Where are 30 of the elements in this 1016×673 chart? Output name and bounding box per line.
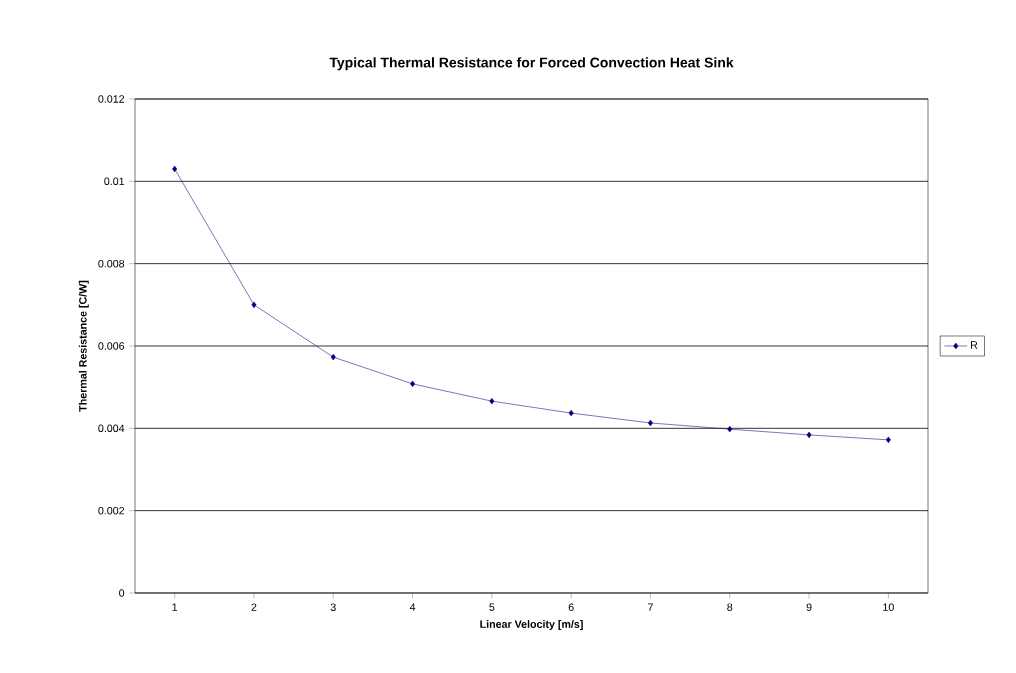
chart-title: Typical Thermal Resistance for Forced Convection Heat Sink (329, 57, 734, 71)
x-tick-label: 6 (568, 603, 574, 611)
y-tick-label: 0.004 (98, 424, 125, 433)
y-tick-label: 0.01 (104, 177, 125, 186)
point (410, 380, 416, 388)
y-axis-title: Thermal Resistance [C/W] (78, 280, 89, 412)
legend-label: R (971, 341, 978, 349)
x-tick-label: 10 (883, 603, 894, 611)
point (568, 409, 574, 417)
x-tick-label: 4 (409, 603, 416, 611)
x-tick-label: 8 (727, 603, 733, 611)
x-tick-label: 2 (251, 603, 257, 611)
point (251, 301, 257, 309)
point (489, 397, 495, 405)
point (885, 436, 891, 444)
x-tick-label: 1 (172, 603, 178, 611)
x-axis-title: Linear Velocity [m/s] (480, 620, 583, 631)
point (330, 353, 336, 361)
y-tick-label: 0.012 (98, 95, 125, 103)
point (172, 165, 178, 173)
x-tick-label: 3 (330, 603, 336, 611)
x-tick-label: 9 (806, 603, 812, 611)
y-tick-label: 0.002 (98, 506, 125, 515)
y-tick-label: 0.006 (98, 342, 125, 350)
point (806, 431, 812, 439)
x-tick-label: 5 (489, 603, 495, 611)
y-tick-label: 0 (119, 589, 125, 597)
x-tick-label: 7 (648, 603, 653, 611)
y-tick-label: 0.008 (98, 259, 125, 268)
point (727, 425, 733, 433)
